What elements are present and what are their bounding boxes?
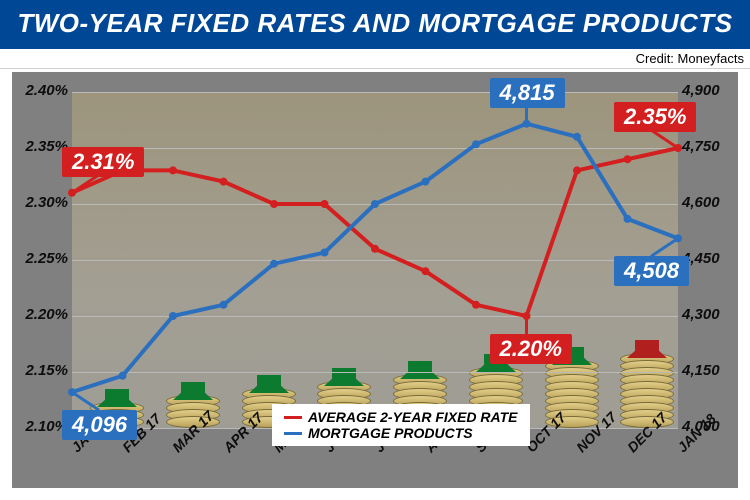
chart-title: TWO-YEAR FIXED RATES AND MORTGAGE PRODUC… [0,0,750,49]
callout-label: 2.35% [614,102,696,132]
grid-line [72,204,678,205]
house-icon [249,375,289,393]
y-axis-right-label: 4,900 [682,82,738,99]
house-icon [324,368,364,386]
y-axis-right-label: 4,600 [682,194,738,211]
callout-label: 4,508 [614,256,689,286]
credit: Credit: Moneyfacts [0,49,750,69]
y-axis-left-label: 2.20% [12,306,68,323]
house-icon [627,340,667,358]
y-axis-left-label: 2.10% [12,418,68,435]
legend-swatch [284,416,302,419]
grid-line [72,260,678,261]
y-axis-left-label: 2.40% [12,82,68,99]
legend-label: AVERAGE 2-YEAR FIXED RATE [308,409,518,425]
grid-line [72,316,678,317]
legend-swatch [284,432,302,435]
y-axis-left-label: 2.15% [12,362,68,379]
callout-label: 2.20% [490,334,572,364]
y-axis-right-label: 4,450 [682,250,738,267]
y-axis-left-label: 2.35% [12,138,68,155]
legend-label: MORTGAGE PRODUCTS [308,425,473,441]
y-axis-left-label: 2.25% [12,250,68,267]
coin-stack [620,340,674,428]
house-icon [400,361,440,379]
legend: AVERAGE 2-YEAR FIXED RATE MORTGAGE PRODU… [272,404,530,446]
legend-item: AVERAGE 2-YEAR FIXED RATE [284,409,518,425]
callout-label: 4,815 [490,78,565,108]
y-axis-right-label: 4,150 [682,362,738,379]
grid-line [72,92,678,93]
grid-line [72,372,678,373]
legend-item: MORTGAGE PRODUCTS [284,425,518,441]
y-axis-right-label: 4,300 [682,306,738,323]
y-axis-right-label: 4,750 [682,138,738,155]
chart-container: { "title": "TWO-YEAR FIXED RATES AND MOR… [0,0,750,500]
y-axis-left-label: 2.30% [12,194,68,211]
grid-line [72,148,678,149]
callout-label: 4,096 [62,410,137,440]
house-icon [97,389,137,407]
plot-area: 2.10%2.15%2.20%2.25%2.30%2.35%2.40% 4,00… [12,72,738,488]
callout-label: 2.31% [62,147,144,177]
house-icon [173,382,213,400]
